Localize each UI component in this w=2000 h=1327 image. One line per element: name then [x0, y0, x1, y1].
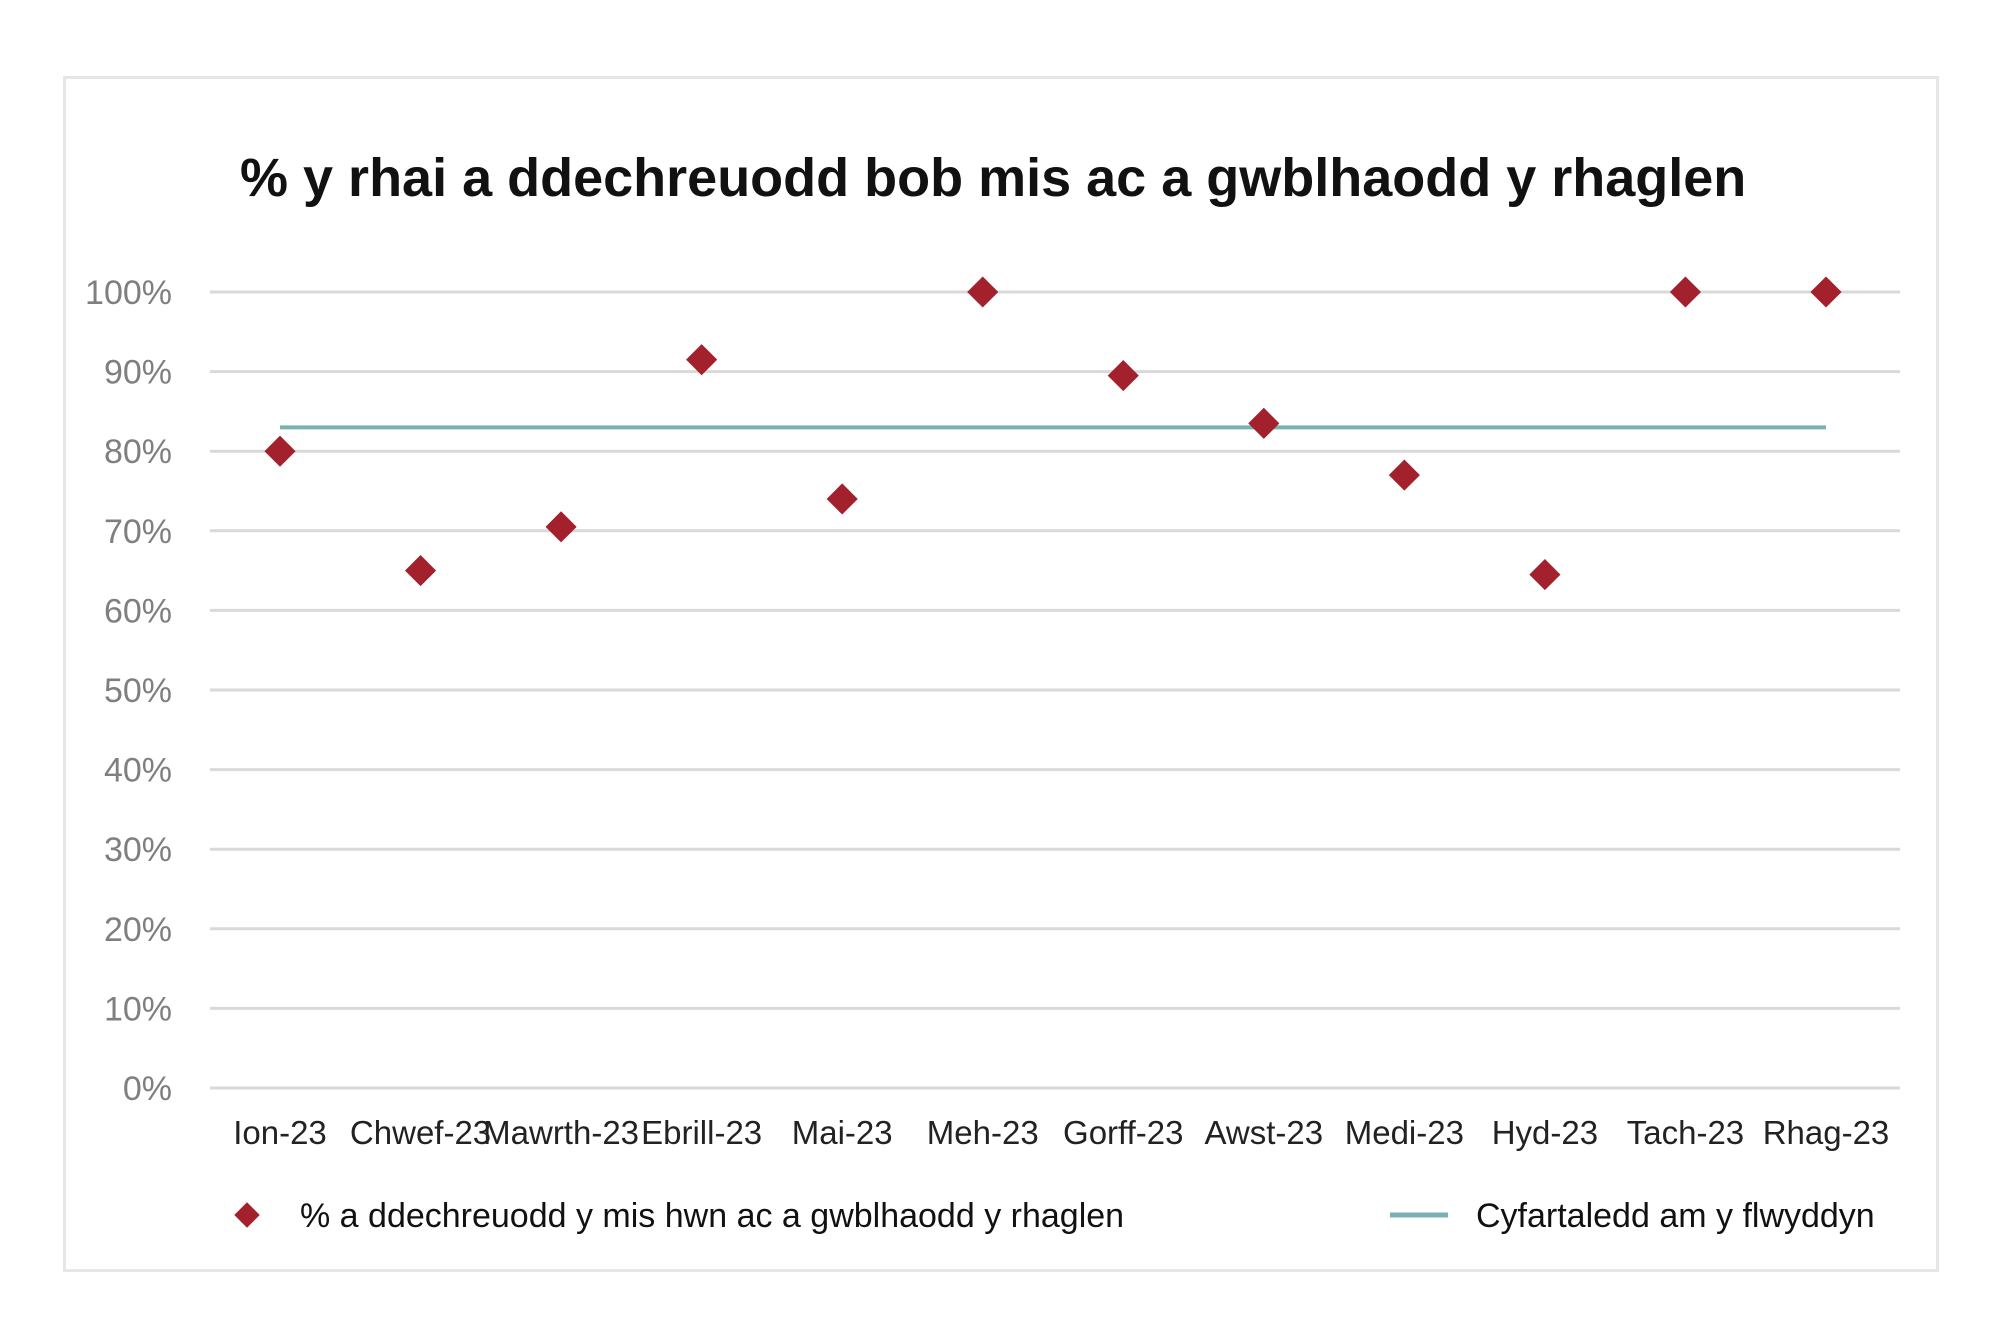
- data-point: [967, 276, 999, 308]
- scatter-points-layer: [264, 276, 1842, 591]
- x-tick-label: Gorff-23: [1063, 1114, 1183, 1151]
- x-tick-label: Awst-23: [1205, 1114, 1324, 1151]
- y-tick-label: 10%: [104, 990, 172, 1028]
- legend-label-completed: % a ddechreuodd y mis hwn ac a gwblhaodd…: [300, 1197, 1124, 1235]
- x-tick-label: Chwef-23: [350, 1114, 491, 1151]
- legend: % a ddechreuodd y mis hwn ac a gwblhaodd…: [234, 1197, 1875, 1235]
- y-tick-label: 80%: [104, 433, 172, 471]
- y-tick-label: 40%: [104, 752, 172, 790]
- legend-diamond-marker: [234, 1202, 260, 1228]
- y-tick-label: 100%: [85, 274, 172, 312]
- chart-frame: [63, 76, 1939, 1272]
- data-point: [1810, 276, 1842, 308]
- x-tick-label: Mai-23: [792, 1114, 893, 1151]
- legend-label-average: Cyfartaledd am y flwyddyn: [1476, 1197, 1875, 1235]
- y-tick-label: 20%: [104, 911, 172, 949]
- data-point: [545, 511, 577, 543]
- data-point: [1107, 360, 1139, 392]
- x-tick-label: Tach-23: [1627, 1114, 1744, 1151]
- y-tick-label: 0%: [123, 1070, 172, 1108]
- data-point: [404, 555, 437, 587]
- data-point: [1529, 559, 1561, 591]
- data-point: [264, 435, 296, 467]
- y-tick-label: 30%: [104, 831, 172, 869]
- x-tick-label: Rhag-23: [1763, 1114, 1890, 1151]
- data-point: [686, 344, 718, 376]
- gridlines: [210, 290, 1900, 1090]
- x-tick-label: Medi-23: [1345, 1114, 1464, 1151]
- x-tick-label: Meh-23: [927, 1114, 1039, 1151]
- data-point: [1388, 459, 1420, 491]
- data-point: [1248, 407, 1280, 439]
- data-point: [1669, 276, 1702, 308]
- x-tick-label: Hyd-23: [1492, 1114, 1598, 1151]
- y-tick-label: 90%: [104, 354, 172, 392]
- x-tick-label: Ebrill-23: [641, 1114, 762, 1151]
- y-tick-label: 50%: [104, 672, 172, 710]
- x-tick-label: Mawrth-23: [483, 1114, 639, 1151]
- y-tick-label: 60%: [104, 592, 172, 630]
- y-tick-label: 70%: [104, 513, 172, 551]
- data-point: [826, 483, 858, 515]
- chart-title: % y rhai a ddechreuodd bob mis ac a gwbl…: [240, 148, 1746, 208]
- y-axis-ticks: 0% 10% 20% 30% 40% 50% 60% 70% 80% 90% 100%: [85, 274, 172, 1108]
- x-tick-label: Ion-23: [233, 1114, 327, 1151]
